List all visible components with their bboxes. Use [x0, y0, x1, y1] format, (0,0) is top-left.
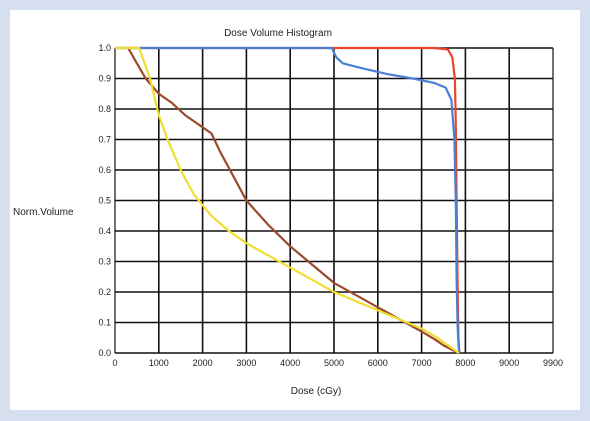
x-tick-label: 8000 — [455, 358, 475, 368]
y-tick-label: 0.3 — [98, 257, 111, 267]
x-tick-label: 4000 — [280, 358, 300, 368]
x-axis-title: Dose (cGy) — [291, 386, 342, 397]
x-tick-label: 5000 — [324, 358, 344, 368]
x-tick-label: 0 — [112, 358, 117, 368]
y-tick-label: 0.5 — [98, 196, 111, 206]
x-tick-label: 1000 — [149, 358, 169, 368]
x-tick-label: 2000 — [193, 358, 213, 368]
y-tick-label: 0.1 — [98, 318, 111, 328]
x-tick-label: 6000 — [368, 358, 388, 368]
x-tick-label: 3000 — [236, 358, 256, 368]
y-tick-label: 0.0 — [98, 348, 111, 358]
series-line-4 — [115, 46, 460, 354]
x-tick-label: 7000 — [412, 358, 432, 368]
y-tick-label: 0.7 — [98, 135, 111, 145]
tick-labels: 0 1000 2000 3000 4000 5000 6000 7000 8000 9000 990… — [98, 43, 563, 368]
x-tick-label: 9000 — [499, 358, 519, 368]
y-tick-label: 1.0 — [98, 43, 111, 53]
dose-volume-histogram-chart: Dose Volume Histogram 0 1000 2000 3000 4000 5… — [13, 28, 563, 397]
grid — [114, 47, 554, 354]
x-tick-label: 9900 — [543, 358, 563, 368]
y-axis-title: Norm.Volume — [13, 207, 74, 218]
y-tick-label: 0.6 — [98, 165, 111, 175]
chart-title: Dose Volume Histogram — [224, 28, 332, 39]
y-tick-label: 0.9 — [98, 74, 111, 84]
series-line-3 — [127, 47, 460, 354]
y-tick-label: 0.4 — [98, 226, 111, 236]
y-tick-label: 0.8 — [98, 104, 111, 114]
chart-panel: Dose Volume Histogram 0 1000 2000 3000 4000 5… — [10, 10, 580, 410]
series-group — [115, 46, 461, 354]
y-tick-label: 0.2 — [98, 287, 111, 297]
series-line-2 — [115, 46, 461, 354]
